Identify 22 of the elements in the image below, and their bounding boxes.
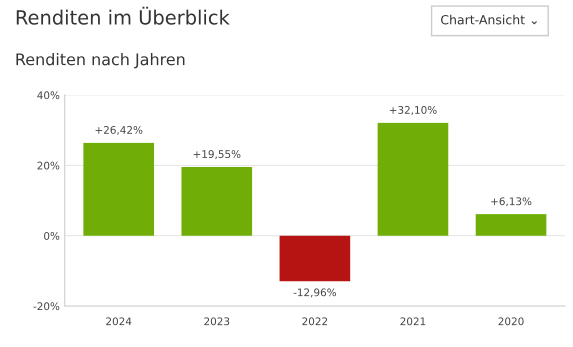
x-tick-label: 2020 [498, 317, 524, 326]
text: Chart-Ansicht ⌄ [441, 14, 537, 24]
y-tick-label: 40% [37, 91, 60, 100]
bar [476, 214, 546, 236]
x-tick-label: 2021 [400, 317, 426, 326]
y-tick-label: 20% [38, 162, 60, 170]
data-label: +26,42% [96, 126, 142, 135]
data-label: +32,10% [390, 106, 437, 115]
chart-subtitle: Renditen nach Jahren [16, 52, 184, 68]
x-tick-label: 2023 [204, 317, 230, 326]
y-tick-label: 0% [44, 232, 60, 240]
chart-title: Renditen im Überblick [16, 6, 230, 25]
x-tick-label: 2022 [302, 317, 328, 326]
bar [83, 142, 154, 236]
data-label: +19,55% [194, 150, 240, 160]
y-tick-label: -20% [33, 302, 60, 310]
bar [378, 122, 448, 236]
data-label: -12,96% [294, 288, 336, 298]
bar [280, 236, 350, 282]
bar [181, 166, 252, 236]
x-tick-label: 2024 [106, 317, 132, 326]
data-label: +6,13% [491, 197, 532, 206]
